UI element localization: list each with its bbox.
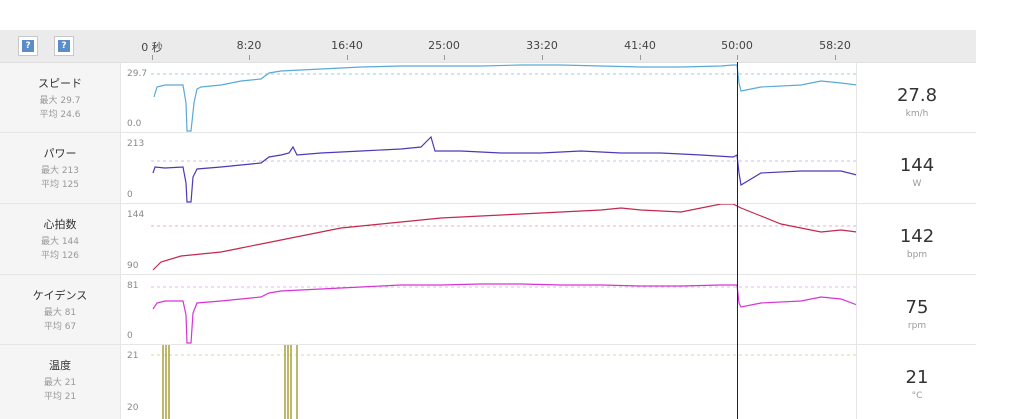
y-min-label: 0	[127, 331, 133, 341]
y-min-label: 90	[127, 261, 139, 271]
time-tick-mark	[152, 55, 153, 60]
y-min-label: 0	[127, 190, 133, 200]
help-icon: ?	[22, 40, 34, 52]
y-max-label: 81	[127, 281, 139, 291]
y-min-label: 20	[127, 403, 139, 413]
power-current: 144 W	[856, 133, 977, 203]
metric-max: 最大 81	[43, 308, 77, 318]
cadence-plot[interactable]: 81 0	[120, 275, 857, 344]
temperature-line	[151, 345, 857, 419]
metric-avg: 平均 21	[43, 392, 77, 402]
power-plot[interactable]: 213 0	[120, 133, 857, 203]
heart-rate-line	[151, 204, 857, 271]
time-tick-mark	[249, 55, 250, 60]
heart-rate-plot[interactable]: 144 90	[120, 204, 857, 274]
metric-max: 最大 213	[40, 166, 80, 176]
time-tick-label: 41:40	[624, 39, 656, 52]
metric-label-panel: 温度 最大 21 平均 21	[0, 345, 120, 419]
metric-label-panel: 心拍数 最大 144 平均 126	[0, 204, 120, 274]
heart-rate-current: 142 bpm	[856, 204, 977, 274]
metric-row-cadence: ケイデンス 最大 81 平均 67 81 0 75 rpm	[0, 275, 977, 345]
current-value: 27.8	[896, 85, 938, 106]
time-tick-label: 25:00	[428, 39, 460, 52]
speed-line	[151, 64, 857, 132]
top-spacer	[0, 0, 1024, 30]
timeline-header: ? ? 0 秒 8:20 16:40 25:00 33:20 41:40 50:…	[0, 30, 976, 63]
y-max-label: 213	[127, 139, 145, 149]
metric-name: パワー	[43, 147, 77, 160]
time-tick-mark	[835, 55, 836, 60]
current-value: 144	[899, 155, 935, 176]
time-tick-label: 16:40	[331, 39, 363, 52]
metric-name: 温度	[49, 359, 71, 372]
cadence-current: 75 rpm	[856, 275, 977, 344]
current-value: 21	[905, 367, 929, 388]
help-icon: ?	[58, 40, 70, 52]
y-max-label: 29.7	[127, 69, 148, 79]
time-tick-mark	[347, 55, 348, 60]
metric-row-power: パワー 最大 213 平均 125 213 0 144 W	[0, 133, 977, 204]
time-cursor[interactable]	[737, 62, 738, 419]
metric-label-panel: パワー 最大 213 平均 125	[0, 133, 120, 203]
metric-max: 最大 144	[40, 237, 80, 247]
current-unit: rpm	[907, 321, 927, 331]
metric-label-panel: スピード 最大 29.7 平均 24.6	[0, 63, 120, 132]
time-tick-mark	[737, 55, 738, 60]
y-max-label: 21	[127, 351, 139, 361]
time-tick-label: 50:00	[721, 39, 753, 52]
y-max-label: 144	[127, 210, 145, 220]
metric-name: ケイデンス	[32, 289, 88, 302]
time-tick-label: 0 秒	[141, 41, 163, 54]
speed-plot[interactable]: 29.7 0.0	[120, 63, 857, 132]
metric-name: 心拍数	[43, 218, 77, 231]
metric-avg: 平均 67	[43, 322, 77, 332]
metric-row-heart-rate: 心拍数 最大 144 平均 126 144 90 142 bpm	[0, 204, 977, 275]
metric-avg: 平均 24.6	[39, 110, 81, 120]
power-line	[151, 135, 857, 203]
time-tick-mark	[640, 55, 641, 60]
temperature-plot[interactable]: 21 20	[120, 345, 857, 419]
current-unit: km/h	[905, 109, 929, 119]
metric-avg: 平均 125	[40, 180, 80, 190]
time-tick-mark	[542, 55, 543, 60]
current-unit: °C	[911, 391, 923, 401]
metric-row-speed: スピード 最大 29.7 平均 24.6 29.7 0.0 27.8 km/h	[0, 63, 977, 133]
cadence-line	[151, 283, 857, 344]
time-tick-label: 8:20	[236, 39, 262, 52]
help-button-2[interactable]: ?	[54, 36, 74, 56]
current-unit: W	[912, 179, 922, 189]
metric-max: 最大 21	[43, 378, 77, 388]
metric-label-panel: ケイデンス 最大 81 平均 67	[0, 275, 120, 344]
metric-avg: 平均 126	[40, 251, 80, 261]
time-tick-label: 58:20	[819, 39, 851, 52]
speed-current: 27.8 km/h	[856, 63, 977, 132]
help-button-1[interactable]: ?	[18, 36, 38, 56]
time-tick-mark	[444, 55, 445, 60]
metric-name: スピード	[38, 77, 82, 90]
y-min-label: 0.0	[127, 119, 142, 129]
current-value: 142	[899, 226, 935, 247]
metric-max: 最大 29.7	[39, 96, 81, 106]
metric-row-temperature: 温度 最大 21 平均 21 21 20 21 °C	[0, 345, 977, 419]
temperature-current: 21 °C	[856, 345, 977, 419]
current-unit: bpm	[906, 250, 928, 260]
time-tick-label: 33:20	[526, 39, 558, 52]
current-value: 75	[905, 297, 929, 318]
